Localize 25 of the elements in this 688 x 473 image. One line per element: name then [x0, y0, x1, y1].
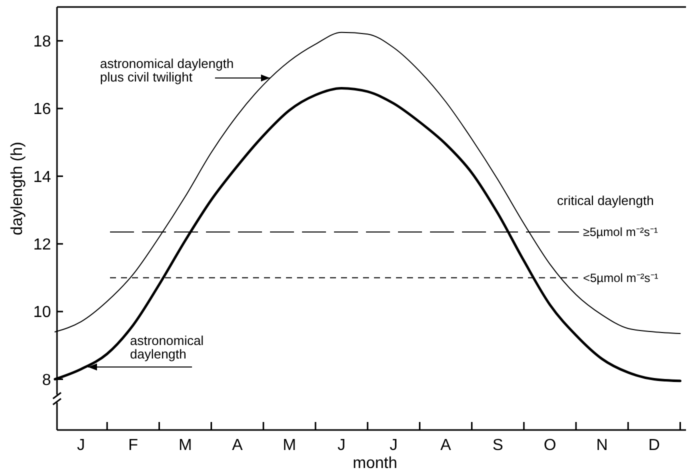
series-label: astronomical daylength: [130, 333, 204, 362]
x-tick-label: M: [282, 437, 296, 454]
x-tick-label: A: [232, 437, 244, 454]
x-tick-label: A: [440, 437, 452, 454]
annotation: critical daylength: [557, 193, 654, 208]
x-tick-label: J: [77, 437, 86, 454]
x-tick-label: O: [544, 437, 556, 454]
x-tick-label: S: [492, 437, 504, 454]
y-tick-label: 16: [33, 101, 52, 118]
y-axis-title: daylength (h): [9, 142, 26, 236]
x-tick-label: D: [648, 437, 660, 454]
x-tick-label: N: [596, 437, 608, 454]
x-axis-title: month: [352, 455, 398, 472]
x-tick-label: F: [128, 437, 138, 454]
y-tick-label: 18: [33, 33, 52, 50]
legend-label: astronomical daylength plus civil twilight: [100, 56, 234, 85]
ref-line-label: <5µmol m⁻²s⁻¹: [583, 270, 658, 285]
x-tick-label: J: [390, 437, 398, 454]
x-tick-label: M: [178, 437, 192, 454]
y-tick-label: 10: [33, 304, 52, 322]
y-tick-label: 12: [33, 236, 52, 254]
y-tick-label: 14: [33, 168, 52, 186]
y-tick-label: 8: [42, 372, 52, 389]
ref-line-label: ≥5µmol m⁻²s⁻¹: [583, 225, 658, 240]
x-tick-label: J: [338, 437, 346, 454]
